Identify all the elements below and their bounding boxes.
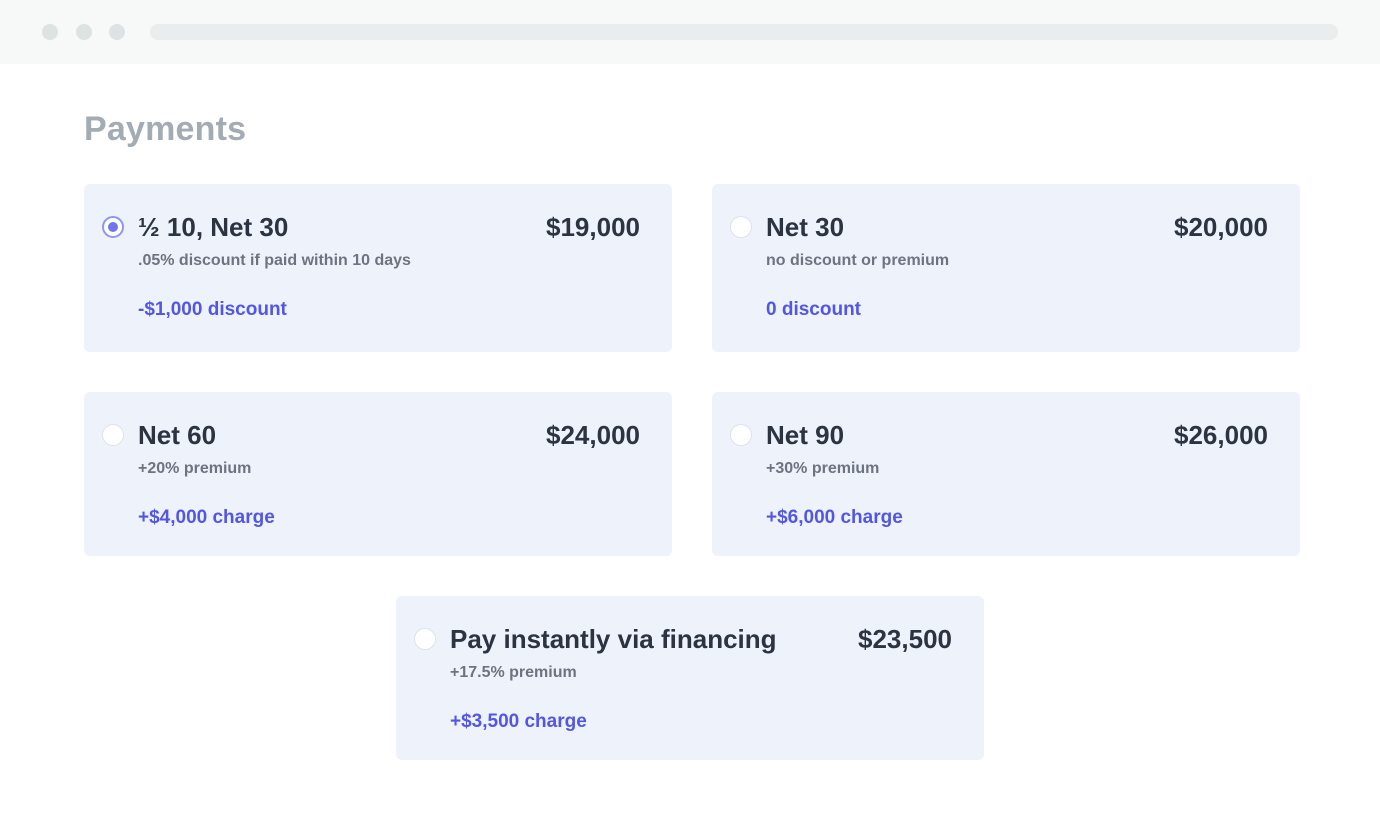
radio-button[interactable] <box>414 628 436 650</box>
option-label: Net 30 <box>766 212 845 242</box>
option-delta: +$4,000 charge <box>138 507 275 528</box>
payment-option-net-90[interactable]: Net 90 $26,000 +30% premium +$6,000 char… <box>712 392 1300 556</box>
payment-option-net-30[interactable]: Net 30 $20,000 no discount or premium 0 … <box>712 184 1300 352</box>
option-amount: $23,500 <box>858 624 952 654</box>
option-description: +17.5% premium <box>450 664 577 681</box>
radio-button[interactable] <box>102 216 124 238</box>
option-label: Net 90 <box>766 420 845 450</box>
radio-button[interactable] <box>730 424 752 446</box>
payment-option-half-10-net-30[interactable]: ½ 10, Net 30 $19,000 .05% discount if pa… <box>84 184 672 352</box>
option-delta: 0 discount <box>766 299 862 320</box>
option-description: .05% discount if paid within 10 days <box>138 252 411 269</box>
window-close-dot[interactable] <box>42 24 58 40</box>
payment-option-financing[interactable]: Pay instantly via financing $23,500 +17.… <box>396 596 984 760</box>
payment-option-net-60[interactable]: Net 60 $24,000 +20% premium +$4,000 char… <box>84 392 672 556</box>
option-description: +30% premium <box>766 460 880 477</box>
window-minimize-dot[interactable] <box>76 24 92 40</box>
option-description: no discount or premium <box>766 252 950 269</box>
option-amount: $24,000 <box>546 420 640 450</box>
option-label: Pay instantly via financing <box>450 624 777 654</box>
address-bar[interactable] <box>150 24 1338 40</box>
option-amount: $20,000 <box>1174 212 1268 242</box>
option-label: ½ 10, Net 30 <box>138 212 289 242</box>
page-title: Payments <box>84 110 247 148</box>
option-amount: $26,000 <box>1174 420 1268 450</box>
option-delta: +$3,500 charge <box>450 711 587 732</box>
option-label: Net 60 <box>138 420 217 450</box>
option-delta: +$6,000 charge <box>766 507 903 528</box>
radio-button[interactable] <box>102 424 124 446</box>
radio-button[interactable] <box>730 216 752 238</box>
option-amount: $19,000 <box>546 212 640 242</box>
browser-titlebar <box>0 0 1380 64</box>
option-description: +20% premium <box>138 460 252 477</box>
window-maximize-dot[interactable] <box>109 24 125 40</box>
option-delta: -$1,000 discount <box>138 299 287 320</box>
